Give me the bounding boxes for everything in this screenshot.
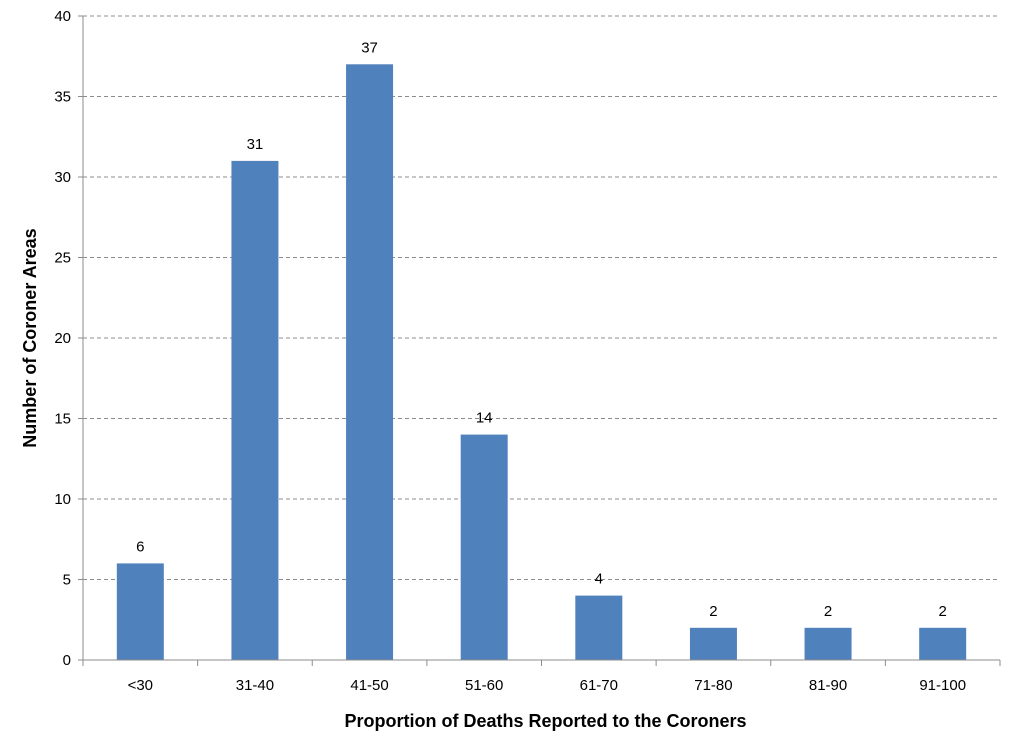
data-label: 4 <box>595 571 603 588</box>
y-tick-label: 10 <box>54 491 71 508</box>
x-tick-label: 51-60 <box>465 677 503 694</box>
y-tick-labels: 0 5 10 15 20 25 30 35 40 <box>54 8 71 669</box>
bars <box>116 64 967 661</box>
bar <box>804 627 852 660</box>
bar <box>919 627 967 660</box>
data-label: 6 <box>136 538 144 555</box>
y-tick-label: 35 <box>54 89 71 106</box>
gridlines <box>83 15 1000 580</box>
x-tick-labels: <30 31-40 41-50 51-60 61-70 71-80 81-90 91-100 <box>128 677 966 694</box>
y-tick-label: 20 <box>54 330 71 347</box>
data-label: 2 <box>824 603 832 620</box>
x-tick-label: 91-100 <box>919 677 966 694</box>
data-label: 2 <box>709 603 717 620</box>
x-tick-label: 71-80 <box>694 677 732 694</box>
bar <box>346 64 394 661</box>
x-tick-label: 31-40 <box>236 677 274 694</box>
y-tick-label: 25 <box>54 250 71 267</box>
bar <box>116 563 164 660</box>
y-tick-label: 40 <box>54 8 71 25</box>
x-tick-label: 81-90 <box>809 677 847 694</box>
bar <box>689 627 737 660</box>
x-tick-label: 41-50 <box>350 677 388 694</box>
data-labels: 6 31 37 14 4 2 2 2 <box>136 39 947 620</box>
axes <box>78 15 1001 666</box>
x-axis-title: Proportion of Deaths Reported to the Cor… <box>344 711 746 731</box>
bar <box>460 434 508 660</box>
x-tick-label: <30 <box>128 677 153 694</box>
data-label: 2 <box>939 603 947 620</box>
y-tick-label: 5 <box>63 572 71 589</box>
y-tick-label: 0 <box>63 652 71 669</box>
y-tick-label: 15 <box>54 411 71 428</box>
data-label: 37 <box>361 39 378 56</box>
data-label: 31 <box>247 136 264 153</box>
bar <box>231 160 279 660</box>
y-tick-label: 30 <box>54 169 71 186</box>
x-tick-label: 61-70 <box>580 677 618 694</box>
y-axis-title: Number of Coroner Areas <box>20 228 40 447</box>
bar <box>575 595 623 660</box>
data-label: 14 <box>476 410 493 427</box>
